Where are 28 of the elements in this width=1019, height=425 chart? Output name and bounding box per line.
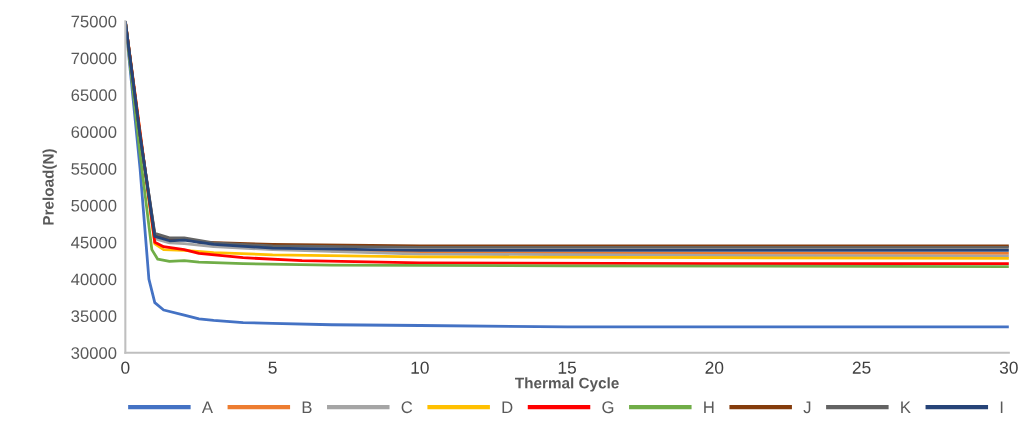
legend-label: K bbox=[901, 401, 911, 413]
y-tick-label: 55000 bbox=[71, 162, 117, 175]
y-tick-label: 45000 bbox=[71, 236, 117, 249]
y-tick-label: 35000 bbox=[71, 310, 117, 323]
x-tick-label: 25 bbox=[852, 361, 871, 374]
x-tick-label: 20 bbox=[705, 361, 724, 374]
y-tick-label: 30000 bbox=[71, 347, 117, 359]
y-tick-label: 75000 bbox=[71, 15, 117, 28]
legend-label: A bbox=[201, 401, 213, 413]
y-tick-label: 70000 bbox=[71, 52, 117, 65]
legend-label: B bbox=[302, 401, 312, 413]
x-tick-label: 5 bbox=[268, 361, 277, 374]
legend-label: G bbox=[602, 401, 614, 414]
x-axis-title: Thermal Cycle bbox=[515, 377, 619, 392]
y-tick-label: 60000 bbox=[71, 126, 117, 138]
y-tick-label: 40000 bbox=[71, 273, 117, 286]
legend-label: H bbox=[704, 401, 714, 413]
x-tick-label: 0 bbox=[121, 361, 130, 374]
x-tick-label: 30 bbox=[999, 361, 1018, 374]
legend-label: I bbox=[1000, 401, 1003, 413]
y-tick-label: 50000 bbox=[71, 199, 117, 212]
x-tick-label: 10 bbox=[411, 361, 429, 374]
y-tick-label: 65000 bbox=[71, 89, 117, 102]
y-axis-title: Preload(N) bbox=[42, 149, 57, 225]
legend-label: C bbox=[401, 401, 413, 414]
legend-label: D bbox=[502, 401, 513, 413]
x-tick-label: 15 bbox=[558, 361, 576, 374]
legend-label: J bbox=[803, 401, 811, 414]
